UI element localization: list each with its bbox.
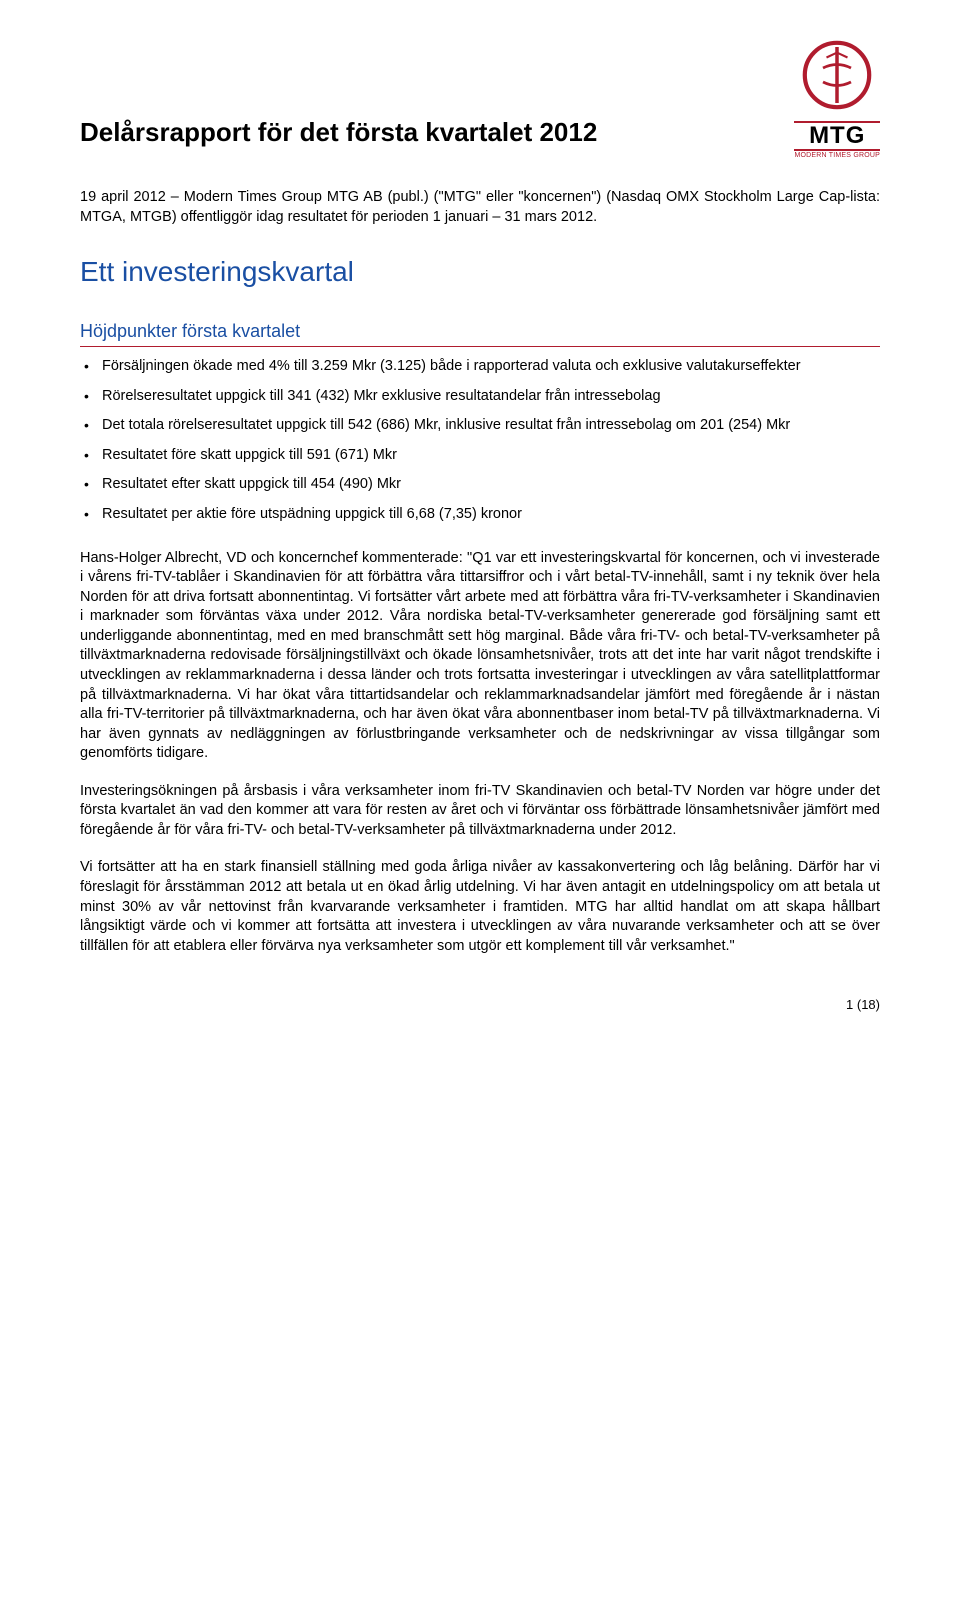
body-paragraph: Vi fortsätter att ha en stark finansiell…	[80, 858, 880, 956]
page-title: Delårsrapport för det första kvartalet 2…	[80, 115, 774, 150]
list-item: Det totala rörelseresultatet uppgick til…	[102, 416, 880, 436]
logo-emblem-icon	[802, 40, 872, 110]
header-row: Delårsrapport för det första kvartalet 2…	[80, 40, 880, 160]
list-item: Resultatet per aktie före utspädning upp…	[102, 505, 880, 525]
page-number: 1 (18)	[80, 996, 880, 1014]
section-heading-main: Ett investeringskvartal	[80, 253, 880, 291]
body-paragraph: Hans-Holger Albrecht, VD och koncernchef…	[80, 549, 880, 764]
intro-paragraph: 19 april 2012 – Modern Times Group MTG A…	[80, 188, 880, 227]
logo-wordmark: MTG	[794, 121, 880, 151]
body-paragraph: Investeringsökningen på årsbasis i våra …	[80, 782, 880, 841]
title-block: Delårsrapport för det första kvartalet 2…	[80, 115, 774, 160]
list-item: Försäljningen ökade med 4% till 3.259 Mk…	[102, 357, 880, 377]
list-item: Resultatet före skatt uppgick till 591 (…	[102, 446, 880, 466]
logo-subtitle: MODERN TIMES GROUP	[794, 151, 880, 160]
list-item: Rörelseresultatet uppgick till 341 (432)…	[102, 387, 880, 407]
company-logo: MTG MODERN TIMES GROUP	[794, 40, 880, 160]
list-item: Resultatet efter skatt uppgick till 454 …	[102, 475, 880, 495]
section-heading-highlights: Höjdpunkter första kvartalet	[80, 319, 880, 347]
highlights-list: Försäljningen ökade med 4% till 3.259 Mk…	[80, 357, 880, 524]
